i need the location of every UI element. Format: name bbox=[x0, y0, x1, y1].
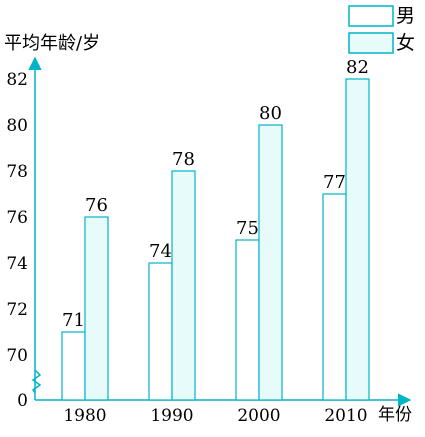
bar-female-1980 bbox=[84, 216, 109, 401]
x-tick-label: 2010 bbox=[324, 406, 367, 426]
x-tick-label: 1980 bbox=[63, 406, 106, 426]
legend-swatch-female bbox=[348, 32, 394, 54]
data-label: 76 bbox=[85, 195, 108, 216]
data-label: 77 bbox=[323, 172, 346, 193]
y-tick-label: 82 bbox=[6, 70, 28, 90]
legend-label-male: 男 bbox=[396, 5, 415, 27]
y-tick-label: 78 bbox=[6, 162, 28, 182]
bar-female-2010 bbox=[345, 78, 370, 401]
legend-swatch-male bbox=[348, 5, 394, 27]
y-tick-label: 76 bbox=[6, 208, 28, 228]
y-tick-label: 74 bbox=[6, 254, 28, 274]
legend: 男 女 bbox=[348, 5, 415, 54]
data-label: 75 bbox=[236, 218, 259, 239]
y-tick-label: 70 bbox=[6, 346, 28, 366]
data-label: 82 bbox=[346, 57, 369, 78]
legend-label-female: 女 bbox=[396, 32, 415, 54]
data-label: 78 bbox=[172, 149, 195, 170]
bar-female-2000 bbox=[258, 124, 283, 401]
bars bbox=[61, 78, 370, 401]
y-tick-label: 80 bbox=[6, 116, 28, 136]
x-axis-label: 年份 bbox=[378, 405, 412, 425]
bar-male-2010 bbox=[322, 193, 347, 401]
y-tick-label: 0 bbox=[17, 391, 28, 411]
bar-male-1990 bbox=[148, 262, 173, 401]
bar-female-1990 bbox=[171, 170, 196, 401]
y-tick-labels: 0 70 72 74 76 78 80 82 bbox=[6, 70, 28, 411]
x-tick-label: 1990 bbox=[150, 406, 193, 426]
data-label: 71 bbox=[62, 310, 85, 331]
y-tick-label: 72 bbox=[6, 300, 28, 320]
axis-break-mark bbox=[31, 369, 42, 394]
bar-male-2000 bbox=[235, 239, 260, 401]
bar-male-1980 bbox=[61, 331, 86, 401]
y-axis-label: 平均年龄/岁 bbox=[4, 33, 100, 54]
x-tick-label: 2000 bbox=[237, 406, 280, 426]
data-labels: 71 76 74 78 75 80 77 82 bbox=[62, 57, 369, 331]
data-label: 80 bbox=[259, 103, 282, 124]
x-tick-labels: 1980 1990 2000 2010 bbox=[63, 406, 367, 426]
data-label: 74 bbox=[149, 241, 172, 262]
